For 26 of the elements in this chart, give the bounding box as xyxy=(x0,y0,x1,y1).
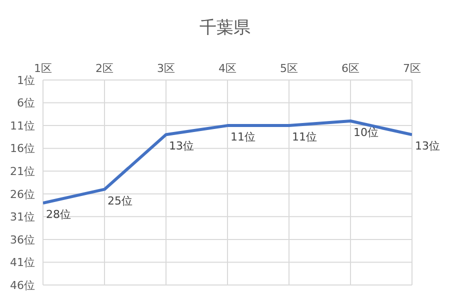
y-tick-label: 16位 xyxy=(10,142,35,156)
line-series xyxy=(43,120,412,204)
data-label: 11位 xyxy=(230,130,256,144)
y-tick-label: 31位 xyxy=(10,210,35,224)
y-tick-label: 21位 xyxy=(10,165,35,178)
data-label: 28位 xyxy=(46,208,71,221)
chart-title: 千葉県 xyxy=(198,17,252,39)
y-tick-label: 46位 xyxy=(10,278,35,292)
y-tick-label: 36位 xyxy=(10,233,35,246)
x-tick-label: 2区 xyxy=(96,62,114,75)
x-tick-label: 4区 xyxy=(218,62,236,75)
data-label: 11位 xyxy=(292,130,317,144)
x-tick-label: 5区 xyxy=(280,62,298,75)
data-label: 13位 xyxy=(169,140,194,153)
y-tick-label: 1位 xyxy=(17,74,35,87)
x-tick-label: 6区 xyxy=(342,62,360,75)
x-tick-label: 1区 xyxy=(34,62,52,75)
x-tick-label: 3区 xyxy=(157,62,175,75)
data-label: 13位 xyxy=(415,140,440,153)
y-tick-label: 26位 xyxy=(10,188,35,201)
data-label: 10位 xyxy=(354,126,378,139)
y-tick-label: 6位 xyxy=(17,96,35,110)
data-label: 25位 xyxy=(108,194,132,208)
y-tick-label: 11位 xyxy=(10,119,35,132)
x-tick-label: 7区 xyxy=(403,62,421,75)
y-tick-label: 41位 xyxy=(10,256,35,270)
